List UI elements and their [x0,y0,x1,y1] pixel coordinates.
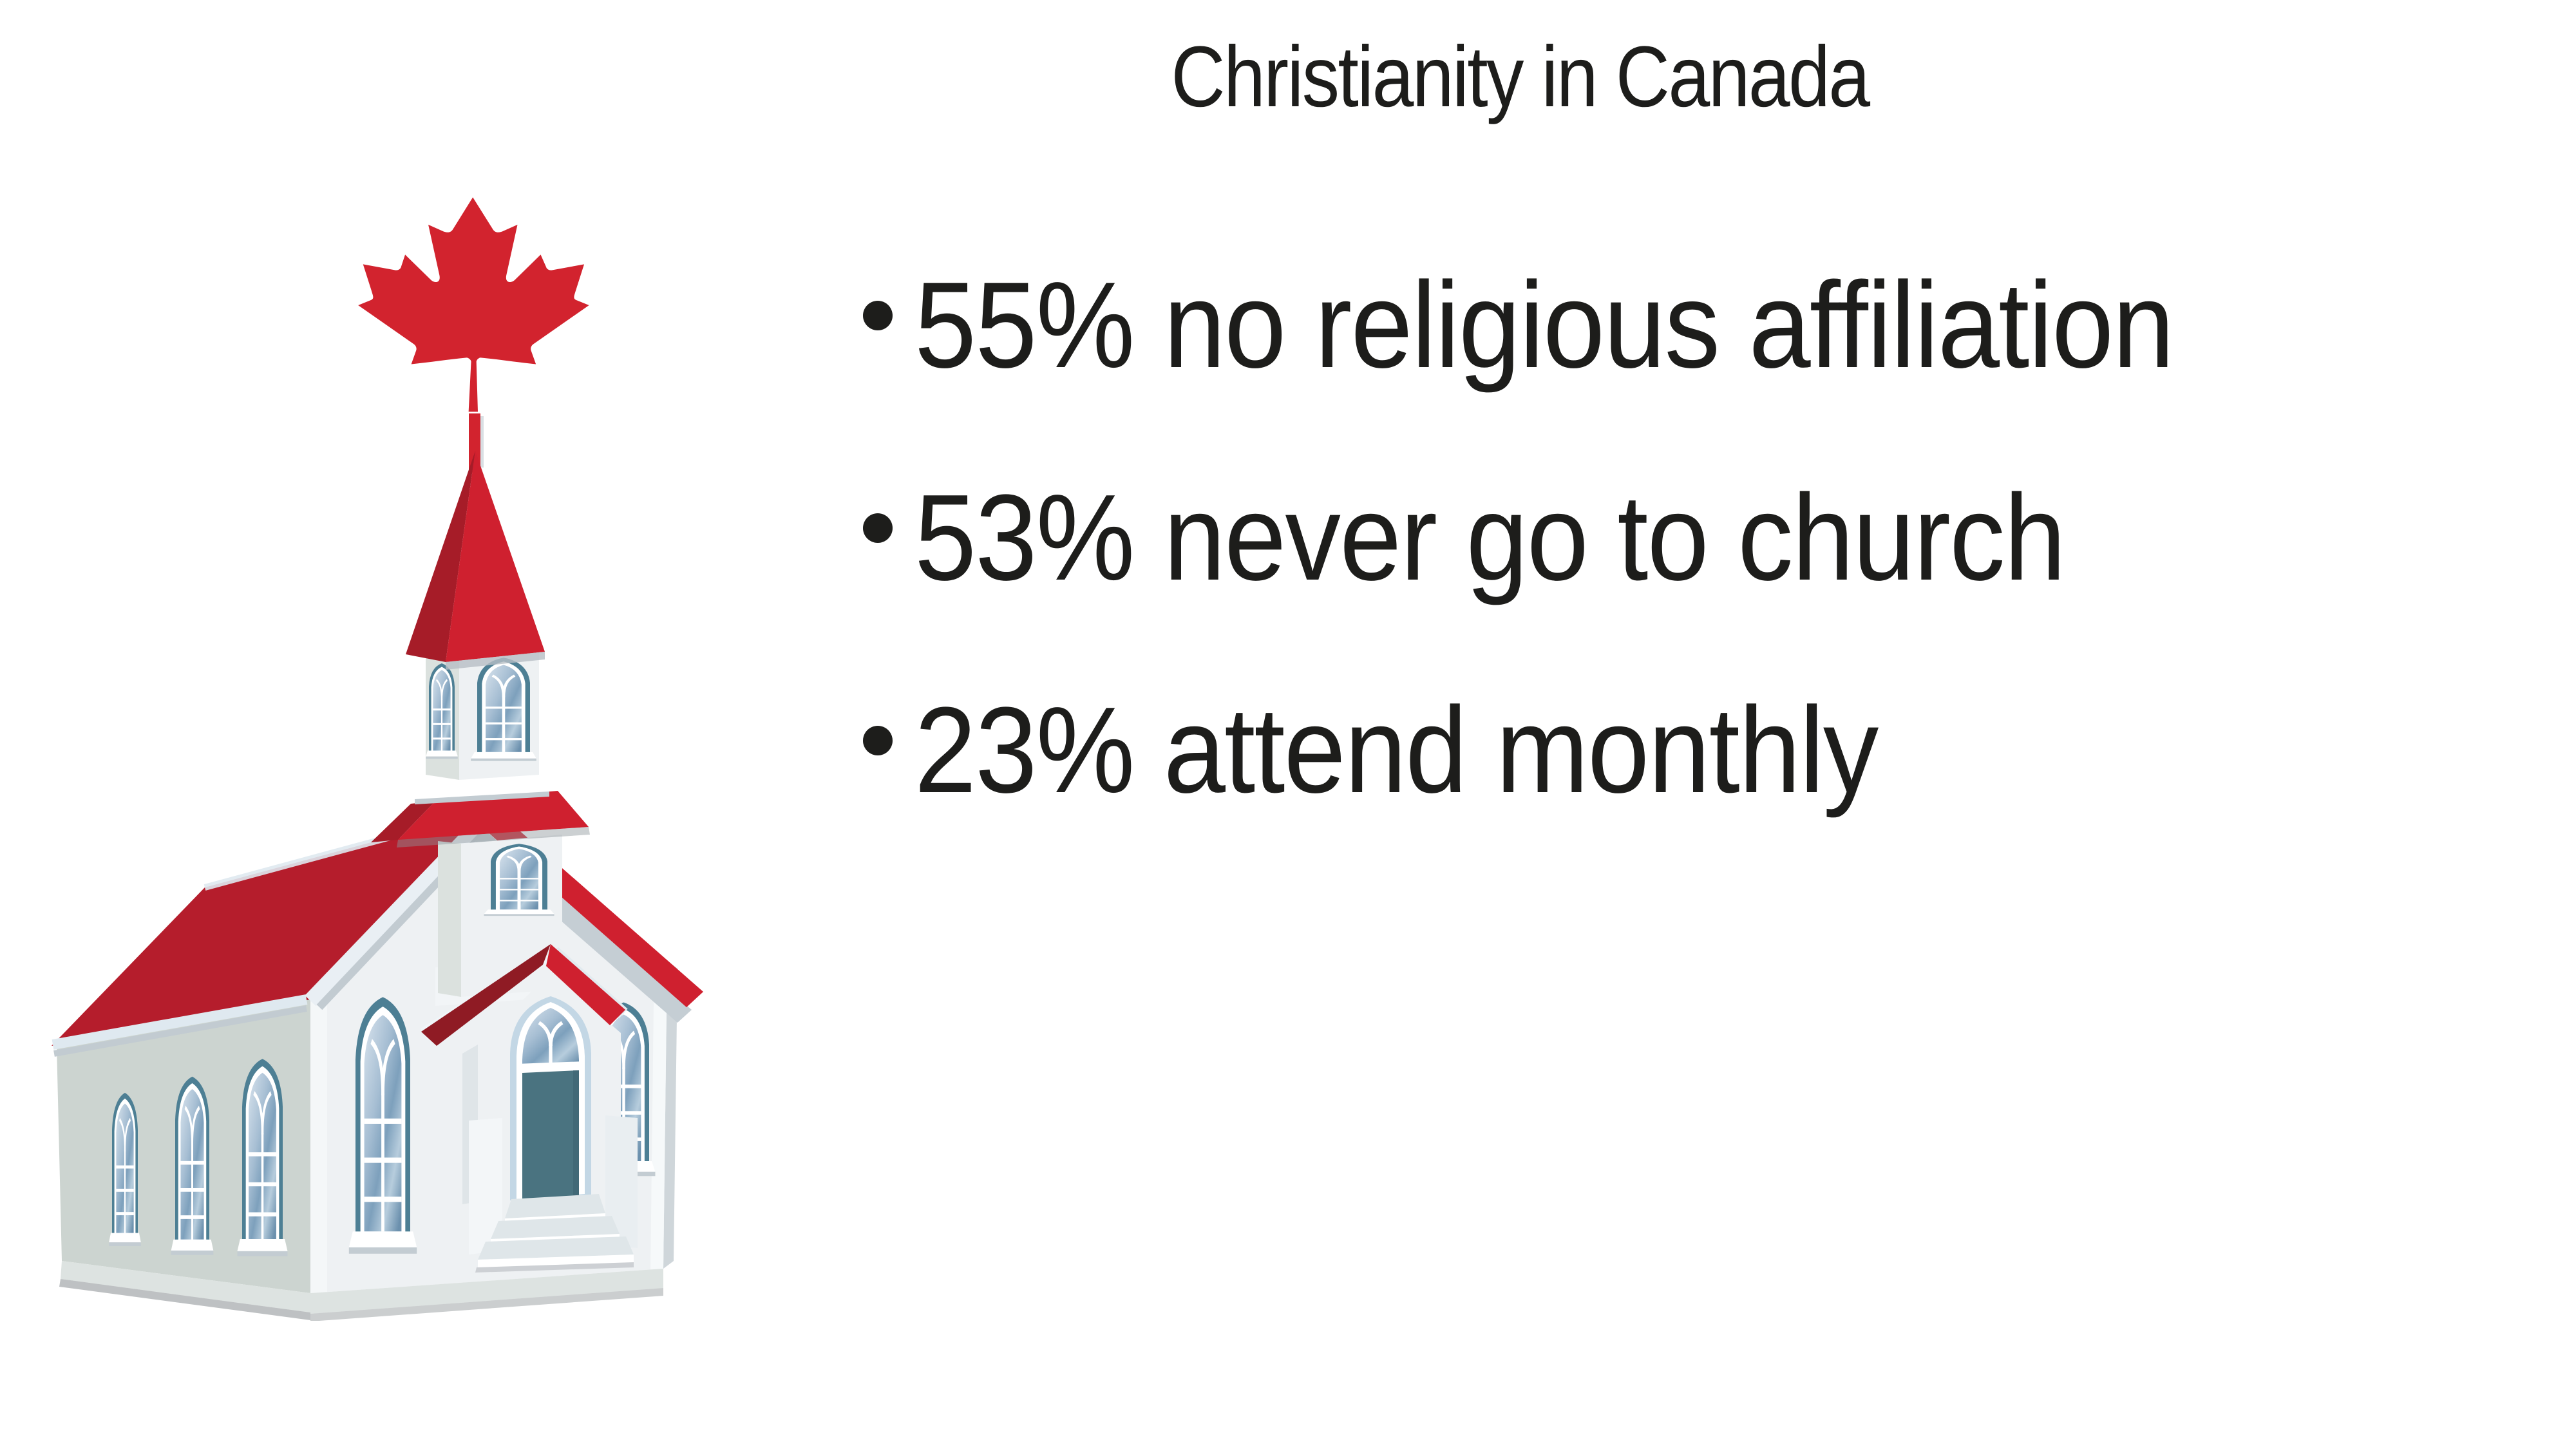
bullet-dot-icon [863,726,893,755]
porch-rail-right [605,1115,638,1248]
eave-fascia [53,1005,307,1057]
slide-title: Christianity in Canada [1171,29,1870,125]
bullet-text: 55% no religious affiliation [914,257,2175,393]
church-with-maple-leaf-illustration [52,197,703,1321]
belfry-window-left [424,662,459,760]
bullet-list: 55% no religious affiliation 53% never g… [857,264,2298,902]
porch [420,944,638,1273]
bullet-dot-icon [863,513,893,543]
bullet-text: 23% attend monthly [914,682,1879,819]
bullet-item: 53% never go to church [857,477,2298,599]
bullet-item: 23% attend monthly [857,689,2298,811]
bullet-text: 53% never go to church [914,469,2066,606]
side-window [109,1093,141,1246]
side-wall [57,999,310,1320]
porch-rail-left [469,1118,502,1255]
maple-leaf-icon [358,197,589,473]
eave-trim [52,994,308,1050]
left-rake-trim [305,803,500,1007]
skirt-roof [371,791,590,848]
bullet-item: 55% no religious affiliation [857,264,2298,386]
tower-window [484,844,554,916]
entrance-door [510,996,591,1200]
entrance-steps [475,1194,634,1273]
side-window [237,1059,287,1256]
belfry-window-front [471,658,536,761]
front-window-left [349,997,417,1254]
belfry [415,650,549,804]
steeple-spire [406,451,545,670]
bullet-dot-icon [863,301,893,330]
side-window [171,1077,214,1255]
